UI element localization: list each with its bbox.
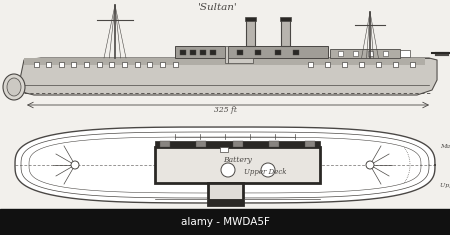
Bar	[72, 62, 76, 67]
Bar	[342, 62, 346, 67]
Bar	[172, 62, 177, 67]
Bar	[180, 50, 186, 55]
Bar	[293, 50, 299, 55]
Polygon shape	[15, 127, 435, 203]
Bar	[359, 62, 364, 67]
Bar	[220, 147, 228, 152]
Bar	[307, 62, 312, 67]
Bar	[135, 62, 140, 67]
Bar	[275, 50, 281, 55]
Circle shape	[71, 161, 79, 169]
Bar	[352, 51, 357, 56]
Bar	[410, 62, 414, 67]
Circle shape	[366, 161, 374, 169]
Text: 325 ft: 325 ft	[213, 106, 237, 114]
Bar	[269, 141, 279, 147]
Polygon shape	[18, 58, 437, 95]
Bar	[160, 141, 170, 147]
Bar	[122, 62, 127, 67]
Bar	[280, 17, 291, 21]
Bar	[190, 50, 196, 55]
Bar	[382, 51, 387, 56]
Bar	[109, 62, 114, 67]
Bar	[246, 18, 255, 46]
Bar	[237, 50, 243, 55]
Bar	[255, 50, 261, 55]
Bar	[33, 62, 39, 67]
Bar	[281, 18, 290, 46]
Bar	[24, 85, 425, 91]
Bar	[375, 62, 381, 67]
Bar	[196, 141, 206, 147]
Bar	[155, 141, 320, 147]
Bar	[208, 183, 243, 205]
Ellipse shape	[3, 74, 25, 100]
Bar	[245, 17, 256, 21]
Bar	[0, 209, 450, 235]
Circle shape	[261, 163, 275, 177]
Bar	[200, 50, 206, 55]
Bar	[225, 46, 228, 63]
Bar	[368, 51, 373, 56]
Bar	[84, 62, 89, 67]
Text: Upper Deck: Upper Deck	[440, 183, 450, 188]
Text: Upper Deck: Upper Deck	[244, 168, 286, 176]
Bar	[228, 46, 328, 58]
Bar	[160, 62, 165, 67]
Bar	[233, 141, 243, 147]
Bar	[324, 62, 329, 67]
Bar	[59, 62, 64, 67]
Bar	[147, 62, 152, 67]
Bar	[400, 50, 410, 57]
Bar	[208, 199, 243, 205]
Bar	[210, 50, 216, 55]
Bar	[305, 141, 315, 147]
Bar	[97, 62, 102, 67]
Text: 'Sultan': 'Sultan'	[198, 3, 238, 12]
Bar	[155, 147, 320, 183]
Text: Battery: Battery	[223, 156, 252, 164]
Text: alamy - MWDA5F: alamy - MWDA5F	[180, 217, 270, 227]
Bar	[175, 46, 225, 58]
Circle shape	[221, 163, 235, 177]
Bar	[46, 62, 51, 67]
Bar	[392, 62, 397, 67]
Bar	[330, 49, 400, 58]
Ellipse shape	[7, 78, 21, 96]
Bar	[24, 58, 425, 65]
Text: Main Deck: Main Deck	[440, 145, 450, 149]
Bar	[228, 58, 253, 63]
Bar	[338, 51, 342, 56]
